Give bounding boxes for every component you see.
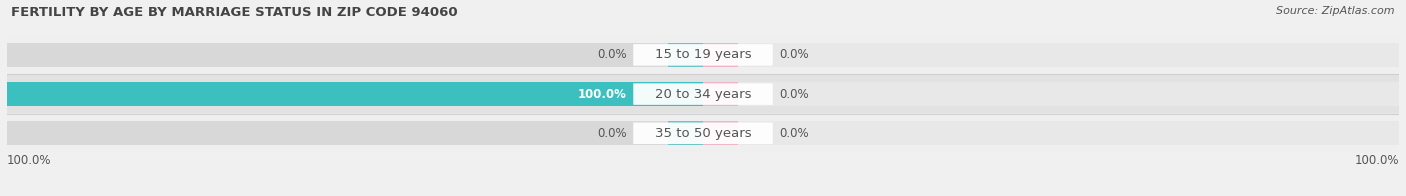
FancyBboxPatch shape: [7, 35, 1399, 74]
Bar: [7, 82, 703, 106]
FancyBboxPatch shape: [633, 44, 773, 66]
Bar: [668, 82, 703, 106]
FancyBboxPatch shape: [7, 114, 1399, 153]
FancyBboxPatch shape: [7, 74, 1399, 114]
Text: 0.0%: 0.0%: [596, 48, 627, 61]
Bar: [703, 43, 1399, 67]
FancyBboxPatch shape: [633, 122, 773, 144]
Bar: [7, 82, 703, 106]
Bar: [703, 82, 738, 106]
Bar: [668, 121, 703, 145]
Text: 0.0%: 0.0%: [779, 127, 810, 140]
Text: 0.0%: 0.0%: [779, 88, 810, 101]
Bar: [703, 121, 738, 145]
Bar: [703, 121, 1399, 145]
Text: FERTILITY BY AGE BY MARRIAGE STATUS IN ZIP CODE 94060: FERTILITY BY AGE BY MARRIAGE STATUS IN Z…: [11, 6, 458, 19]
Bar: [7, 43, 703, 67]
Text: 15 to 19 years: 15 to 19 years: [655, 48, 751, 61]
Text: 100.0%: 100.0%: [7, 154, 52, 167]
Text: 0.0%: 0.0%: [596, 127, 627, 140]
Bar: [703, 43, 738, 67]
Text: 0.0%: 0.0%: [779, 48, 810, 61]
Bar: [668, 43, 703, 67]
Text: 100.0%: 100.0%: [1354, 154, 1399, 167]
Text: 100.0%: 100.0%: [578, 88, 627, 101]
Text: 35 to 50 years: 35 to 50 years: [655, 127, 751, 140]
Bar: [7, 121, 703, 145]
Bar: [703, 82, 1399, 106]
Text: 20 to 34 years: 20 to 34 years: [655, 88, 751, 101]
Text: Source: ZipAtlas.com: Source: ZipAtlas.com: [1277, 6, 1395, 16]
FancyBboxPatch shape: [633, 83, 773, 105]
